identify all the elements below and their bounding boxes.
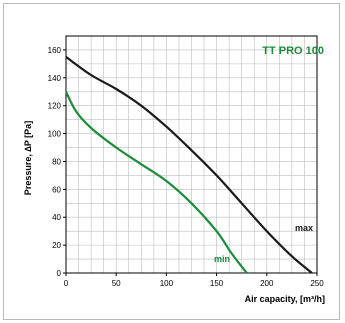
y-tick-label: 100 <box>48 130 62 139</box>
x-axis-ticks: 0 50 100 150 200 250 <box>64 273 324 288</box>
x-axis-label: Air capacity, [m³/h] <box>245 294 325 304</box>
y-tick-label: 20 <box>52 241 61 250</box>
axes <box>65 35 318 274</box>
y-tick-label: 40 <box>52 213 61 222</box>
y-axis-label: Pressure, ∆P [Pa] <box>23 121 33 195</box>
x-tick-label: 0 <box>64 279 69 288</box>
y-tick-label: 120 <box>48 102 62 111</box>
x-tick-label: 100 <box>160 279 174 288</box>
plot-border <box>65 35 318 274</box>
x-tick-label: 50 <box>112 279 121 288</box>
y-tick-label: 140 <box>48 74 62 83</box>
series-curve-min <box>65 91 248 274</box>
series-label-min: min <box>214 254 230 264</box>
x-tick-label: 200 <box>260 279 274 288</box>
chart-title: TT PRO 100 <box>262 45 324 57</box>
series-curve-max <box>65 56 313 274</box>
series-label-max: max <box>295 223 313 233</box>
y-axis-ticks: 0 20 40 60 80 100 120 140 160 <box>48 46 66 278</box>
y-tick-label: 60 <box>52 185 61 194</box>
x-tick-label: 150 <box>210 279 224 288</box>
y-tick-label: 0 <box>57 269 62 278</box>
x-tick-label: 250 <box>310 279 324 288</box>
y-tick-label: 80 <box>52 157 61 166</box>
series-curves <box>65 56 313 274</box>
y-tick-label: 160 <box>48 46 62 55</box>
grid-lines <box>66 35 317 273</box>
